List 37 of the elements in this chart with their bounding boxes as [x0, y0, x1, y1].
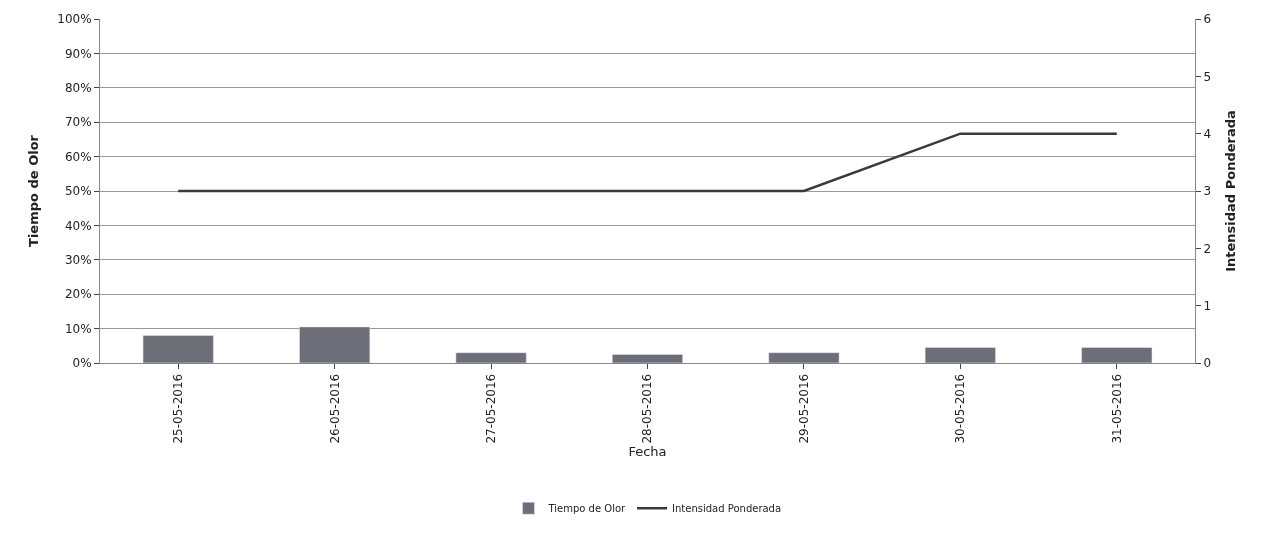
x-tick-label: 26-05-2016 [327, 373, 342, 444]
bar [1081, 347, 1153, 363]
y2-tick-label: 0 [1203, 356, 1212, 371]
y-tick-label: 70% [64, 115, 92, 130]
bar [299, 326, 371, 363]
y-tick-label: 100% [57, 12, 92, 27]
y2-tick-label: 2 [1203, 241, 1212, 256]
x-tick-label: 27-05-2016 [483, 373, 498, 444]
y2-tick-label: 1 [1203, 298, 1212, 313]
bar [768, 352, 840, 363]
legend-label: Tiempo de Olor [547, 503, 627, 515]
bar [924, 347, 996, 363]
bar [142, 335, 214, 363]
y-tick-label: 50% [64, 184, 92, 199]
x-tick-label: 29-05-2016 [796, 373, 811, 444]
y-tick-label: 90% [64, 46, 92, 61]
x-tick-label: 30-05-2016 [953, 373, 968, 444]
legend-label: Intensidad Ponderada [672, 503, 782, 515]
x-tick-label: 28-05-2016 [640, 373, 655, 444]
x-axis-title: Fecha [628, 443, 667, 459]
y-axis-title: Tiempo de Olor [26, 134, 42, 247]
y-tick-label: 0% [72, 356, 92, 371]
y2-axis-title: Intensidad Ponderada [1222, 110, 1238, 272]
y-tick-label: 40% [64, 218, 92, 233]
y2-tick-label: 6 [1203, 12, 1212, 27]
y2-tick-label: 3 [1203, 184, 1212, 199]
x-tick-label: 31-05-2016 [1109, 373, 1124, 444]
bar [612, 354, 683, 363]
x-tick-label: 25-05-2016 [171, 373, 186, 444]
bar [455, 352, 527, 363]
y2-tick-label: 4 [1203, 126, 1212, 141]
y-tick-label: 20% [64, 287, 92, 302]
y-tick-label: 80% [64, 81, 92, 95]
y-tick-label: 10% [64, 321, 92, 336]
y2-tick-label: 5 [1203, 69, 1212, 84]
y-tick-label: 60% [64, 149, 92, 164]
y-tick-label: 30% [64, 253, 92, 267]
